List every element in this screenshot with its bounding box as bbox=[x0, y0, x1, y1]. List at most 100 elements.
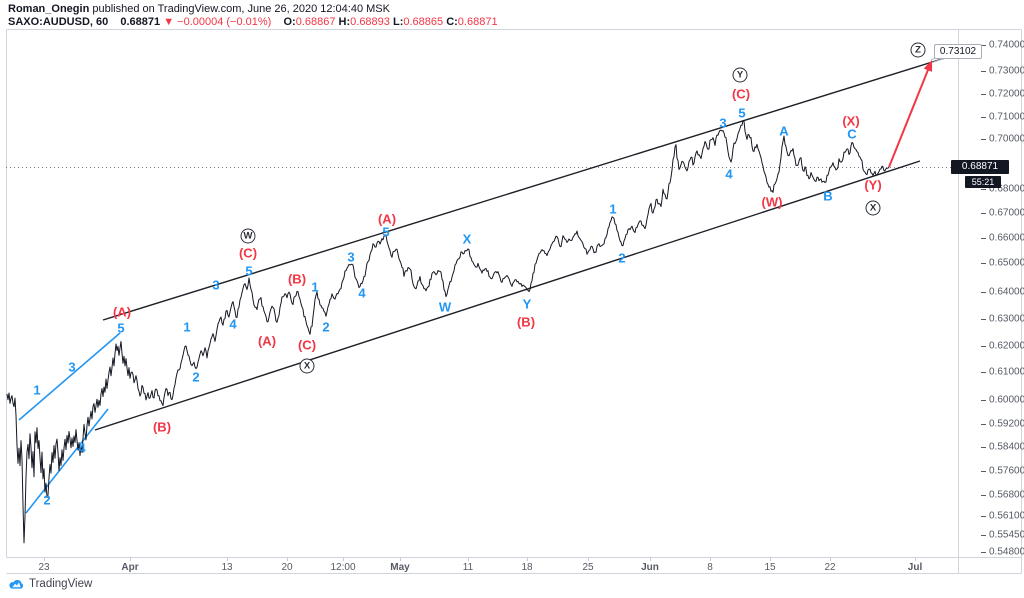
elliott-wave-label: 3 bbox=[212, 277, 220, 293]
target-price-flag: 0.73102 bbox=[934, 44, 982, 59]
elliott-wave-label: 3 bbox=[719, 115, 727, 131]
price-axis-label: 0.54800 bbox=[989, 546, 1024, 558]
circled-wave-label: Z bbox=[910, 42, 926, 58]
elliott-wave-label: Y bbox=[522, 296, 532, 312]
circled-wave-label: Y bbox=[732, 67, 748, 83]
low-value: 0.68865 bbox=[403, 16, 444, 28]
elliott-wave-label: 4 bbox=[78, 440, 86, 456]
price-change: −0.00004 (−0.01%) bbox=[177, 16, 272, 28]
tradingview-attribution[interactable]: TradingView bbox=[8, 578, 92, 590]
time-axis-label: 18 bbox=[521, 562, 533, 573]
time-axis-label: Jul bbox=[907, 562, 923, 573]
elliott-wave-label: 4 bbox=[229, 316, 237, 332]
blue-impulse-trendline bbox=[18, 332, 121, 421]
elliott-wave-label: (A) bbox=[257, 333, 277, 349]
time-axis-label: 20 bbox=[281, 562, 293, 573]
price-series-line bbox=[6, 120, 890, 544]
elliott-wave-label: 2 bbox=[192, 369, 200, 385]
time-axis-label: 13 bbox=[221, 562, 233, 573]
elliott-wave-label: B bbox=[823, 188, 833, 204]
time-axis-label: Jun bbox=[641, 562, 659, 573]
time-axis-label: Apr bbox=[121, 562, 139, 573]
last-price-value: 0.68871 bbox=[120, 16, 161, 28]
projection-arrow-line bbox=[888, 67, 930, 168]
price-axis-label: 0.72000 bbox=[989, 88, 1024, 100]
price-axis-label: 0.56800 bbox=[989, 489, 1024, 501]
elliott-wave-label: 1 bbox=[33, 382, 41, 398]
elliott-wave-label: A bbox=[779, 123, 789, 139]
projection-arrowhead-icon bbox=[923, 60, 933, 72]
elliott-wave-label: 5 bbox=[117, 320, 125, 336]
high-value: 0.68893 bbox=[350, 16, 390, 28]
elliott-wave-label: (C) bbox=[731, 86, 751, 102]
elliott-wave-label: 4 bbox=[725, 166, 733, 182]
price-axis-label: 0.63000 bbox=[989, 313, 1024, 325]
author-link[interactable]: Roman_Onegin bbox=[8, 3, 90, 15]
symbol-line: SAXO:AUDUSD, 60 0.68871 ▼ −0.00004 (−0.0… bbox=[8, 16, 498, 29]
price-down-icon: ▼ bbox=[163, 16, 175, 28]
price-axis-label: 0.58400 bbox=[989, 441, 1024, 453]
high-label: H: bbox=[338, 16, 351, 28]
time-axis-label: 25 bbox=[582, 562, 594, 573]
last-price-badge: 0.68871 bbox=[951, 160, 1009, 174]
elliott-wave-label: 2 bbox=[43, 492, 51, 508]
elliott-wave-label: 2 bbox=[618, 250, 626, 266]
elliott-wave-label: 5 bbox=[382, 224, 390, 240]
elliott-wave-label: (C) bbox=[238, 245, 258, 261]
low-label: L: bbox=[392, 16, 404, 28]
circled-wave-label: W bbox=[240, 228, 256, 244]
chart-header: Roman_Onegin published on TradingView.co… bbox=[8, 3, 498, 29]
blue-impulse-trendline bbox=[25, 408, 109, 514]
time-axis-label: 15 bbox=[764, 562, 776, 573]
elliott-wave-label: W bbox=[438, 299, 452, 315]
tradingview-attribution-text: TradingView bbox=[29, 578, 93, 590]
elliott-wave-label: (B) bbox=[287, 271, 307, 287]
close-label: C: bbox=[446, 16, 458, 28]
open-label: O: bbox=[283, 16, 296, 28]
price-axis-label: 0.57600 bbox=[989, 465, 1024, 477]
price-axis-label: 0.68000 bbox=[989, 183, 1024, 195]
price-axis-label: 0.64000 bbox=[989, 286, 1024, 298]
elliott-wave-label: 1 bbox=[183, 319, 191, 335]
circled-wave-label: X bbox=[299, 358, 315, 374]
price-axis-label: 0.56100 bbox=[989, 510, 1024, 522]
time-axis-label: 12:00 bbox=[330, 562, 356, 573]
price-axis-label: 0.55450 bbox=[989, 529, 1024, 541]
trend-channel-lower-line bbox=[94, 160, 921, 431]
elliott-wave-label: (A) bbox=[112, 304, 132, 320]
time-axis-label: 8 bbox=[707, 562, 713, 573]
symbol-title: SAXO:AUDUSD, 60 bbox=[8, 16, 109, 28]
elliott-wave-label: (B) bbox=[152, 419, 172, 435]
price-axis-label: 0.70000 bbox=[989, 133, 1024, 145]
price-axis-label: 0.61000 bbox=[989, 366, 1024, 378]
elliott-wave-label: 1 bbox=[311, 279, 319, 295]
elliott-wave-label: 5 bbox=[245, 263, 253, 279]
elliott-wave-label: (A) bbox=[377, 211, 397, 227]
price-axis-label: 0.71000 bbox=[989, 111, 1024, 123]
elliott-wave-label: (C) bbox=[297, 337, 317, 353]
elliott-wave-label: (X) bbox=[842, 113, 860, 129]
elliott-wave-label: X bbox=[462, 231, 472, 247]
trend-channel-upper-line bbox=[102, 53, 959, 321]
price-axis-label: 0.65000 bbox=[989, 257, 1024, 269]
elliott-wave-label: 4 bbox=[358, 285, 366, 301]
time-axis-label: May bbox=[390, 562, 410, 573]
elliott-wave-label: 2 bbox=[322, 319, 330, 335]
elliott-wave-label: (W) bbox=[761, 194, 783, 210]
tradingview-logo-icon bbox=[9, 580, 24, 589]
price-axis-label: 0.67000 bbox=[989, 207, 1024, 219]
price-axis-label: 0.66000 bbox=[989, 232, 1024, 244]
price-axis-label: 0.73000 bbox=[989, 65, 1024, 77]
published-info: published on TradingView.com, June 26, 2… bbox=[92, 3, 390, 15]
elliott-wave-label: 1 bbox=[609, 201, 617, 217]
elliott-wave-label: 3 bbox=[347, 249, 355, 265]
open-value: 0.68867 bbox=[295, 16, 336, 28]
elliott-wave-label: (B) bbox=[516, 314, 536, 330]
close-value: 0.68871 bbox=[457, 16, 498, 28]
elliott-wave-label: (Y) bbox=[864, 177, 882, 193]
publish-line: Roman_Onegin published on TradingView.co… bbox=[8, 3, 498, 16]
time-axis-label: 22 bbox=[824, 562, 836, 573]
elliott-wave-label: 5 bbox=[738, 105, 746, 121]
